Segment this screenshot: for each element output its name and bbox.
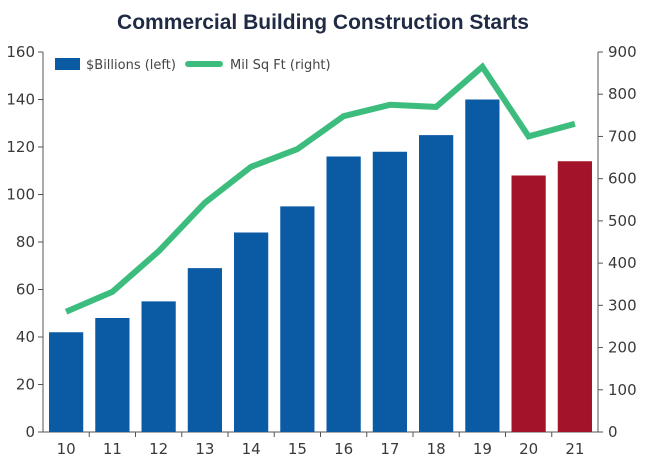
bar-15: [280, 206, 315, 432]
x-tick-label: 12: [149, 440, 168, 458]
right-tick-label: 700: [608, 127, 637, 145]
right-tick-label: 100: [608, 381, 637, 399]
legend: $Billions (left) Mil Sq Ft (right): [55, 58, 331, 73]
bar-18: [419, 135, 454, 432]
right-axis: 0 100 200 300 400 500 600 700 800 900: [598, 43, 637, 441]
chart-title: Commercial Building Construction Starts: [117, 11, 529, 34]
x-tick-label: 17: [380, 440, 399, 458]
x-axis: 10 11 12 13 14 15 16 17 18 19 20 21: [57, 432, 584, 458]
bar-19: [465, 99, 500, 432]
bar-10: [49, 332, 84, 432]
right-tick-label: 600: [608, 170, 637, 188]
left-tick-label: 0: [25, 423, 35, 441]
left-axis: 0 20 40 60 80 100 120 140 160: [6, 43, 43, 441]
right-tick-label: 0: [608, 423, 618, 441]
left-tick-label: 60: [16, 281, 35, 299]
right-tick-label: 400: [608, 254, 637, 272]
bar-14: [234, 232, 269, 432]
legend-swatch-billions: [55, 58, 80, 70]
left-tick-label: 160: [6, 43, 35, 61]
bar-20: [511, 175, 546, 432]
left-tick-label: 100: [6, 186, 35, 204]
right-tick-label: 800: [608, 85, 637, 103]
left-tick-label: 140: [6, 91, 35, 109]
x-tick-label: 19: [473, 440, 492, 458]
left-tick-label: 20: [16, 376, 35, 394]
x-tick-label: 11: [103, 440, 122, 458]
right-tick-label: 500: [608, 212, 637, 230]
bar-13: [187, 268, 222, 432]
x-tick-label: 13: [195, 440, 214, 458]
left-tick-label: 40: [16, 328, 35, 346]
right-tick-label: 300: [608, 296, 637, 314]
left-tick-label: 120: [6, 138, 35, 156]
right-tick-label: 200: [608, 339, 637, 357]
legend-label-sqft: Mil Sq Ft (right): [230, 58, 331, 73]
bar-12: [141, 301, 176, 432]
bar-11: [95, 318, 130, 432]
legend-label-billions: $Billions (left): [86, 58, 176, 73]
bar-16: [326, 156, 361, 432]
bar-series: [49, 99, 592, 432]
x-tick-label: 18: [427, 440, 446, 458]
x-tick-label: 15: [288, 440, 307, 458]
x-tick-label: 16: [334, 440, 353, 458]
bar-21: [557, 161, 592, 432]
line-series: [64, 62, 576, 315]
x-tick-label: 20: [519, 440, 538, 458]
x-tick-label: 10: [57, 440, 76, 458]
line-mil-sq-ft: [64, 62, 576, 315]
right-tick-label: 900: [608, 43, 637, 61]
x-tick-label: 14: [242, 440, 261, 458]
x-tick-label: 21: [565, 440, 584, 458]
bar-17: [372, 151, 407, 432]
left-tick-label: 80: [16, 233, 35, 251]
